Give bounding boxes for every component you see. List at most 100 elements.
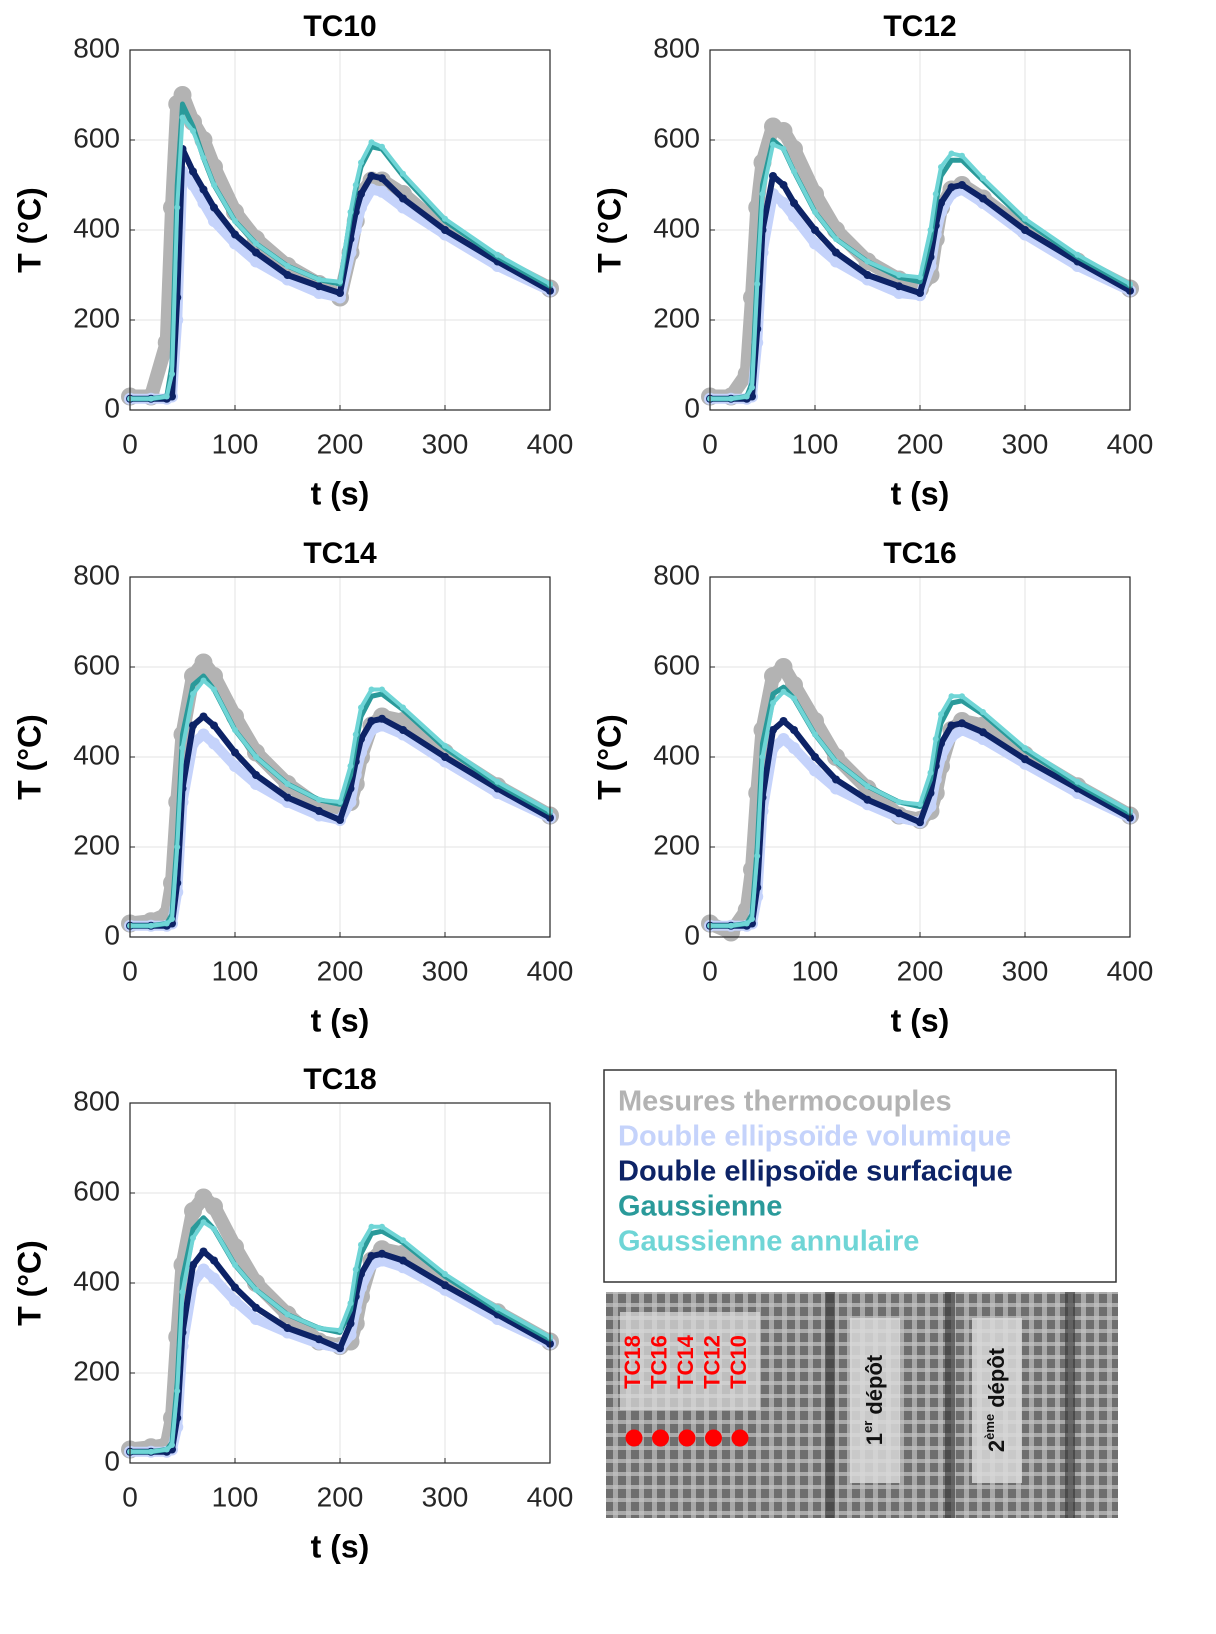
series-marker	[231, 230, 239, 239]
legend-box	[603, 1069, 1117, 1283]
series-marker	[358, 159, 364, 166]
y-axis-label: T (°C)	[591, 187, 627, 273]
chart-title: TC10	[303, 10, 376, 43]
x-tick-label: 200	[897, 428, 944, 459]
series-marker	[785, 140, 803, 158]
x-tick-label: 0	[702, 955, 718, 986]
series-marker	[179, 1289, 186, 1295]
series-marker	[189, 167, 197, 176]
series-marker	[168, 392, 176, 401]
y-tick-label: 600	[653, 649, 700, 680]
series-marker	[336, 289, 344, 297]
series-marker	[790, 726, 798, 734]
series-marker	[441, 226, 449, 234]
y-tick-label: 800	[73, 559, 120, 590]
x-tick-label: 100	[212, 955, 259, 986]
label-panel	[972, 1318, 1022, 1483]
series-marker	[190, 128, 196, 134]
series-marker	[927, 769, 934, 776]
series-marker	[200, 677, 207, 684]
series-marker	[169, 371, 175, 377]
series-marker	[316, 1325, 322, 1331]
series-marker	[253, 754, 259, 760]
thermocouple-dot	[652, 1429, 669, 1447]
deposit-label: 1er dépôt	[860, 1354, 887, 1445]
series-marker	[250, 778, 262, 790]
series-marker	[283, 793, 292, 802]
series-marker	[948, 150, 955, 157]
series-marker	[442, 1271, 448, 1277]
series-marker	[896, 799, 902, 805]
x-tick-label: 200	[897, 955, 944, 986]
series-marker	[346, 1319, 355, 1328]
chart-title: TC18	[303, 1063, 376, 1096]
deposit-suffix: er	[860, 1421, 875, 1433]
series-marker	[895, 809, 903, 818]
y-tick-label: 800	[653, 32, 700, 63]
stripe	[825, 1292, 835, 1518]
series-marker	[779, 717, 788, 725]
thermocouple-dot	[625, 1429, 643, 1447]
series-marker	[811, 753, 819, 761]
series-marker	[347, 763, 354, 769]
series-marker	[937, 199, 945, 207]
series-marker	[809, 237, 821, 250]
series-marker	[959, 693, 965, 700]
series-marker	[210, 721, 218, 730]
series-marker	[896, 272, 902, 278]
series-marker	[347, 209, 354, 215]
y-tick-label: 400	[73, 1265, 120, 1296]
legend-label: Gaussienne annulaire	[618, 1226, 919, 1258]
thermocouple-label: TC12	[699, 1335, 724, 1389]
series-marker	[376, 185, 388, 198]
series-marker	[315, 282, 323, 291]
series-marker	[229, 760, 241, 772]
series-marker	[947, 183, 956, 192]
x-tick-label: 300	[422, 955, 469, 986]
series-marker	[250, 1313, 262, 1325]
series-marker	[774, 122, 793, 140]
series-marker	[769, 726, 777, 734]
x-tick-label: 300	[422, 1481, 469, 1512]
series-marker	[1074, 251, 1081, 258]
series-marker	[208, 737, 220, 750]
x-tick-label: 0	[122, 428, 138, 459]
series-marker	[728, 922, 734, 929]
series-marker	[189, 1261, 197, 1269]
series-marker	[148, 395, 154, 402]
series-marker	[190, 1235, 196, 1241]
series-marker	[232, 1262, 238, 1268]
series-marker	[163, 393, 170, 400]
series-marker	[812, 209, 818, 215]
series-marker	[441, 1281, 449, 1290]
series-marker	[199, 712, 208, 721]
y-tick-label: 0	[104, 392, 120, 423]
y-tick-label: 400	[653, 739, 700, 770]
series-marker	[754, 853, 761, 859]
series-marker	[163, 1446, 170, 1453]
thermocouple-label: TC18	[620, 1335, 645, 1389]
series-marker	[252, 1303, 260, 1312]
series-marker	[749, 916, 755, 922]
series-marker	[863, 795, 872, 804]
legend-label: Double ellipsoïde surfacique	[618, 1156, 1013, 1188]
series-marker	[830, 782, 842, 795]
series-marker	[337, 1327, 343, 1334]
y-tick-label: 800	[653, 559, 700, 590]
series-marker	[864, 258, 871, 265]
series-marker	[917, 801, 923, 808]
series-marker	[336, 1344, 344, 1353]
series-marker	[770, 700, 776, 706]
legend-label: Mesures thermocouples	[618, 1086, 952, 1118]
series-marker	[200, 155, 207, 161]
series-marker	[785, 676, 803, 694]
y-tick-label: 200	[73, 1355, 120, 1386]
series-marker	[780, 688, 787, 695]
series-marker	[749, 384, 755, 391]
thermocouple-label: TC16	[646, 1335, 671, 1389]
series-marker	[352, 182, 359, 188]
series-marker	[1022, 215, 1028, 222]
x-tick-label: 300	[422, 428, 469, 459]
series-marker	[179, 114, 186, 121]
